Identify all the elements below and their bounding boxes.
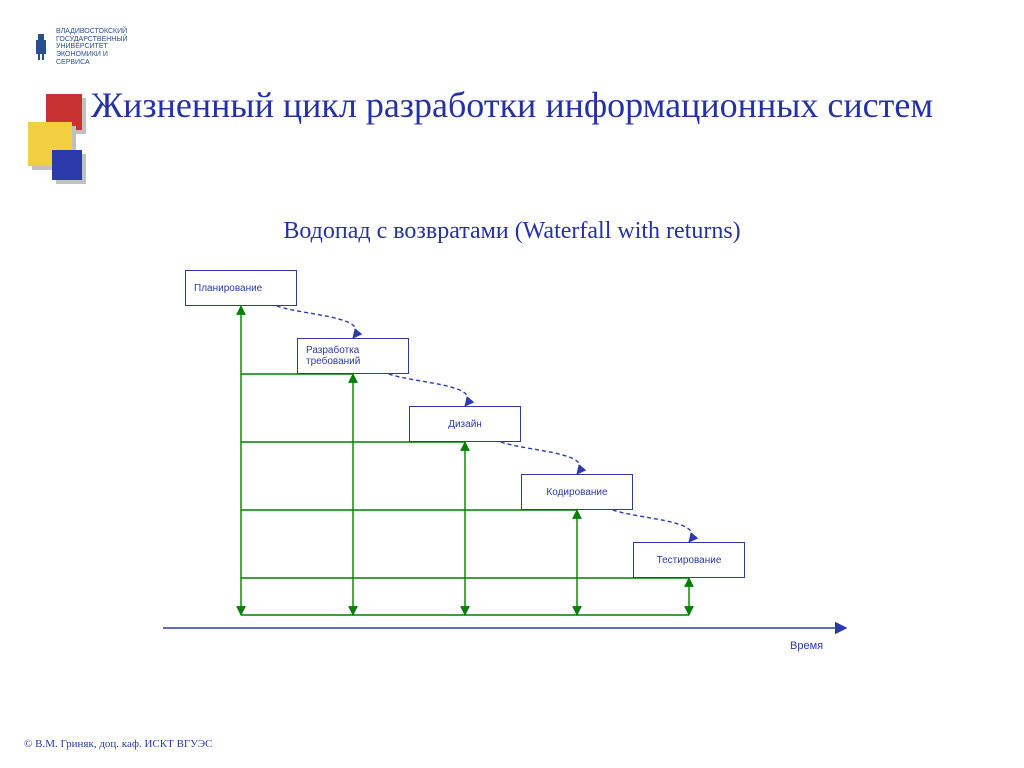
stage-box-b0: Планирование [185,270,297,306]
diagram-canvas [185,270,885,670]
copyright-footer: © В.М. Гриняк, доц. каф. ИСКТ ВГУЭС [24,738,213,750]
time-axis-label: Время [790,640,823,652]
forward-arrow-0 [277,306,356,338]
university-logo: ВЛАДИВОСТОКСКИЙ ГОСУДАРСТВЕННЫЙ УНИВЕРСИ… [32,28,128,66]
forward-arrow-1 [389,374,468,406]
stage-box-b3: Кодирование [521,474,633,510]
forward-arrow-2 [501,442,580,474]
stage-box-b4: Тестирование [633,542,745,578]
stage-box-b2: Дизайн [409,406,521,442]
stage-box-b1: Разработка требований [297,338,409,374]
page-subtitle: Водопад с возвратами (Waterfall with ret… [0,218,1024,245]
logo-text: ВЛАДИВОСТОКСКИЙ ГОСУДАРСТВЕННЫЙ УНИВЕРСИ… [56,28,128,66]
waterfall-diagram: ПланированиеРазработка требованийДизайнК… [185,270,885,670]
forward-arrow-3 [613,510,692,542]
deco-square-blue [52,150,82,180]
logo-mark-icon [32,32,50,62]
page-title: Жизненный цикл разработки информационных… [0,84,1024,126]
